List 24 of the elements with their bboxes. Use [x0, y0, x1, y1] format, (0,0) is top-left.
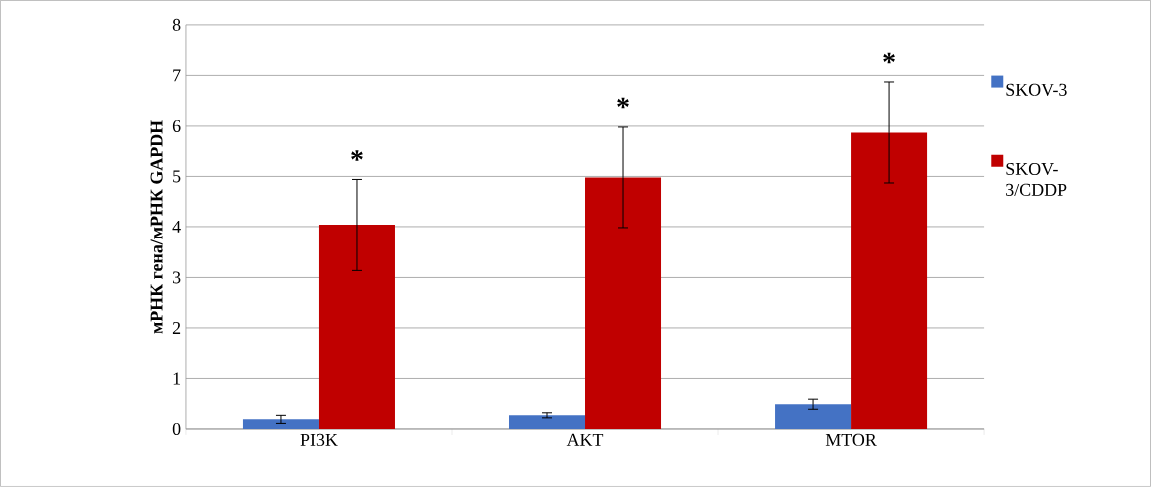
x-tick-label: AKT: [566, 433, 604, 446]
y-tick-label: 7: [173, 69, 181, 82]
bar: [851, 132, 928, 430]
y-tick-label: 8: [172, 18, 181, 32]
y-tick-label: 1: [173, 372, 181, 385]
x-tick-label: MTOR: [825, 433, 877, 446]
y-tick-label: 4: [172, 221, 181, 233]
bar: [509, 415, 586, 430]
y-tick-label: 6: [172, 119, 181, 132]
bar: [585, 177, 662, 430]
y-tick-label: 2: [172, 322, 181, 334]
annotation: *: [883, 52, 895, 64]
y-tick-label: 5: [173, 170, 181, 183]
y-axis-title: мРНК гена/мРНК GAPDH: [150, 120, 163, 334]
bar: [242, 419, 319, 430]
annotation: *: [617, 97, 629, 109]
y-tick-label: 3: [172, 271, 181, 284]
bar: [775, 404, 852, 430]
legend-label: SKOV-3: [1006, 83, 1067, 96]
x-tick-label: PI3K: [300, 433, 338, 446]
bar: [318, 224, 395, 430]
annotation: *: [351, 150, 363, 161]
legend-label: SKOV-3/CDDP: [1006, 163, 1067, 196]
y-tick-label: 0: [172, 422, 181, 436]
